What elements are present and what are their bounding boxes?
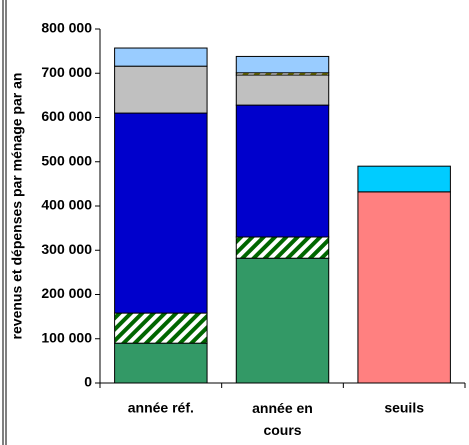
x-tick-label: année en cours <box>252 400 313 438</box>
x-tick-label: année réf. <box>128 400 194 416</box>
x-tick-label: seuils <box>384 400 424 416</box>
bar-segment <box>235 257 330 384</box>
x-tick-label-line: année en <box>252 400 313 416</box>
y-axis-label: revenus et dépenses par ménage par an <box>9 73 25 340</box>
y-tick-label: 300 000 <box>41 241 92 257</box>
x-tick-label-line: cours <box>263 422 301 438</box>
bar-segment <box>235 55 330 74</box>
bar-segment <box>114 342 208 384</box>
bar-segment <box>114 65 208 114</box>
bar-segment <box>357 165 451 193</box>
bar-segment <box>235 236 330 259</box>
y-tick-label: 400 000 <box>41 197 92 213</box>
y-tick-label: 800 000 <box>41 20 92 36</box>
bar-segment <box>235 104 330 238</box>
bar-segment <box>114 47 208 67</box>
bar-segment <box>357 191 451 384</box>
y-tick-label: 0 <box>84 374 92 390</box>
y-tick-label: 700 000 <box>41 64 92 80</box>
y-tick-label: 100 000 <box>41 329 92 345</box>
y-tick-label: 200 000 <box>41 285 92 301</box>
y-tick-label: 500 000 <box>41 152 92 168</box>
bar-segment <box>235 74 330 106</box>
bar-segment <box>114 312 208 344</box>
y-tick-label: 600 000 <box>41 108 92 124</box>
bar-segment <box>114 112 208 314</box>
